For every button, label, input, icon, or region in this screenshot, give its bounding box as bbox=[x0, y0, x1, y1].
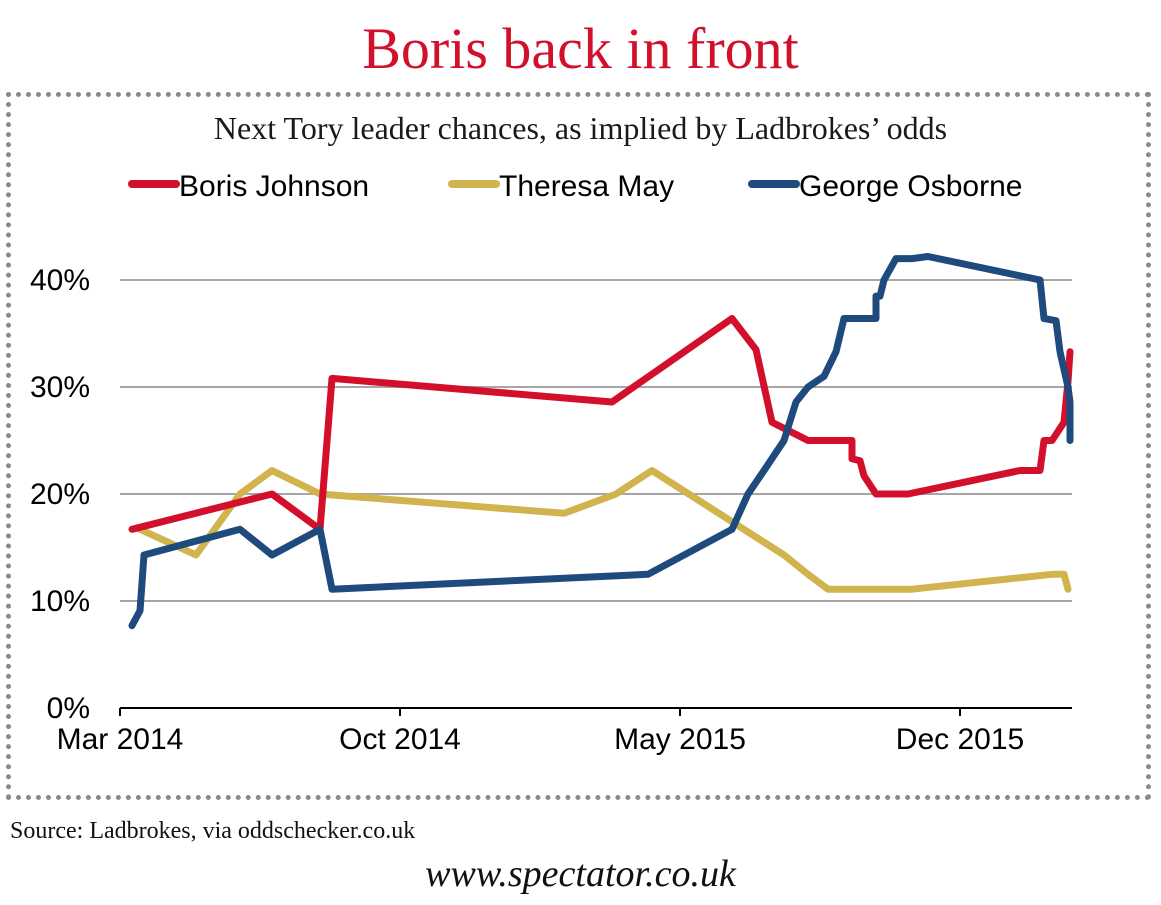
chart-title: Next Tory leader chances, as implied by … bbox=[213, 110, 948, 146]
gridlines bbox=[120, 279, 1072, 602]
website-credit: www.spectator.co.uk bbox=[425, 853, 736, 895]
legend: Boris Johnson Theresa May George Osborne bbox=[128, 170, 1022, 203]
series-line-theresa-may bbox=[136, 467, 1072, 593]
series-line-george-osborne bbox=[128, 253, 1074, 630]
source-note: Source: Ladbrokes, via oddschecker.co.uk bbox=[10, 818, 416, 844]
series-line-boris-johnson bbox=[128, 315, 1074, 533]
y-tick-label: 20% bbox=[30, 478, 90, 511]
y-tick-label: 30% bbox=[30, 371, 90, 404]
chart-frame bbox=[6, 92, 1151, 800]
legend-label: George Osborne bbox=[799, 170, 1022, 203]
series-lines bbox=[128, 253, 1074, 630]
axes: 0% 10% 20% 30% 40% Mar 2014 Oct 2014 May 2015 De… bbox=[30, 264, 1072, 756]
legend-label: Boris Johnson bbox=[179, 170, 369, 203]
y-tick-label: 40% bbox=[30, 264, 90, 297]
y-tick-label: 10% bbox=[30, 585, 90, 618]
y-tick-label: 0% bbox=[47, 692, 90, 725]
x-tick-label: May 2015 bbox=[614, 723, 746, 756]
x-tick-label: Oct 2014 bbox=[339, 723, 461, 756]
x-tick-label: Dec 2015 bbox=[896, 723, 1024, 756]
legend-label: Theresa May bbox=[499, 170, 674, 203]
headline: Boris back in front bbox=[362, 16, 799, 81]
x-tick-label: Mar 2014 bbox=[57, 723, 184, 756]
